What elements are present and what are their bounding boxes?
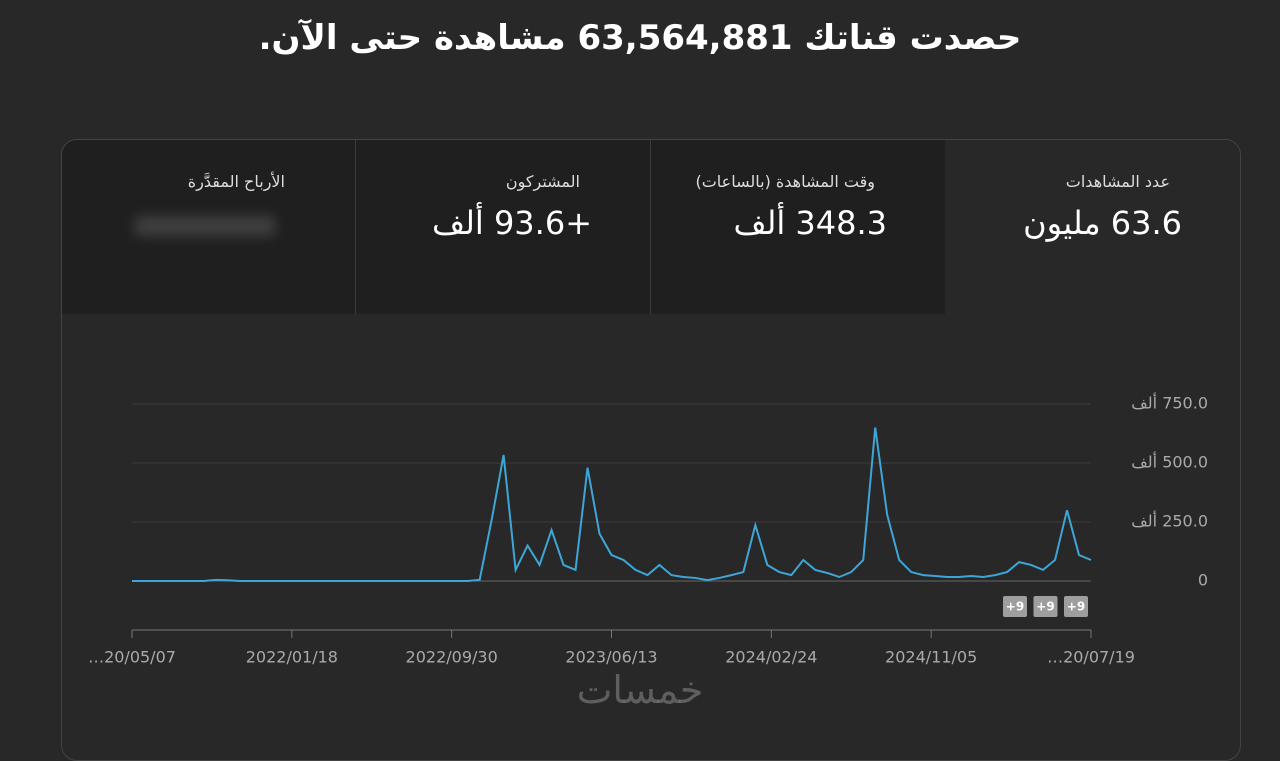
metric-card[interactable]: المشتركون +93.6 ألف (355, 140, 650, 314)
y-tick-label: 750.0 ألف (1131, 393, 1208, 413)
y-tick-label: 250.0 ألف (1131, 511, 1208, 531)
annotation-badge (1003, 596, 1027, 617)
annotation-label: +9 (1006, 600, 1024, 614)
metric-card[interactable]: الأرباح المقدَّرة (62, 140, 355, 314)
y-tick-label: 0 (1198, 571, 1208, 590)
x-tick-label: 2022/01/18 (246, 648, 338, 667)
metric-label: عدد المشاهدات (1065, 172, 1170, 191)
x-tick-label: 2022/09/30 (406, 648, 498, 667)
metric-value: 63.6 مليون (1023, 204, 1182, 242)
metric-card[interactable]: عدد المشاهدات 63.6 مليون (946, 140, 1240, 314)
line (132, 427, 1092, 582)
annotation-badge (1033, 596, 1058, 617)
annotation-label: +9 (1036, 600, 1054, 614)
annotation-badge (1064, 596, 1088, 617)
metric-label: المشتركون (505, 172, 580, 191)
page: حصدت قناتك 63,564,881 مشاهدة حتى الآن. ع… (61, 18, 1241, 761)
metric-value: +93.6 ألف (432, 204, 592, 242)
chart: 0 250.0 ألف 500.0 ألف 750.0 ألف …20/05/07 202… (88, 393, 1208, 667)
analytics-panel: عدد المشاهدات 63.6 مليون وقت المشاهدة (با… (61, 139, 1241, 761)
x-tick-label: …20/07/19 (1047, 648, 1135, 667)
x-tick-label: 2023/06/13 (565, 648, 657, 667)
blurred-value (135, 216, 275, 236)
metric-value: 348.3 ألف (733, 204, 887, 242)
x-tick-label: 2024/02/24 (725, 648, 817, 667)
x-tick-label: …20/05/07 (88, 648, 176, 667)
metric-label: وقت المشاهدة (بالساعات) (695, 172, 875, 191)
x-tick-label: 2024/11/05 (885, 648, 977, 667)
y-tick-label: 500.0 ألف (1131, 452, 1208, 472)
metric-label: الأرباح المقدَّرة (187, 172, 285, 191)
page-title: حصدت قناتك 63,564,881 مشاهدة حتى الآن. (258, 18, 1022, 58)
metric-card[interactable]: وقت المشاهدة (بالساعات) 348.3 ألف (650, 140, 945, 314)
annotation-label: +9 (1067, 600, 1085, 614)
watermark: خمسات (576, 668, 704, 712)
